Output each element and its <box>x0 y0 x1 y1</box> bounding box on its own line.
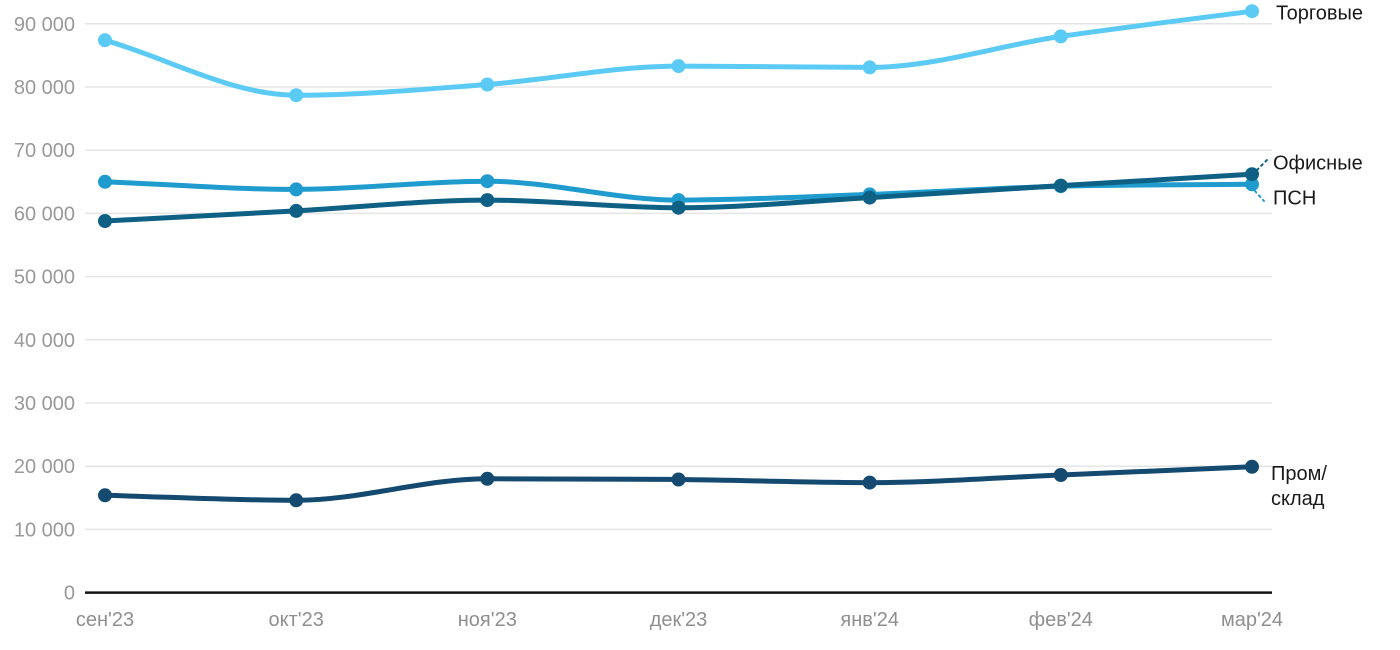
y-tick-label: 70 000 <box>14 140 75 162</box>
y-tick-label: 80 000 <box>14 77 75 99</box>
data-point-Офисные-ноя'23[interactable] <box>480 193 495 208</box>
data-point-Торговые-дек'23[interactable] <box>671 59 686 74</box>
data-point-Пром/склад-фев'24[interactable] <box>1053 468 1068 482</box>
data-point-Торговые-сен'23[interactable] <box>98 33 112 48</box>
y-tick-label: 60 000 <box>14 203 75 225</box>
data-point-ПСН-сен'23[interactable] <box>98 174 112 189</box>
x-tick-label: янв'24 <box>840 609 899 631</box>
data-point-Торговые-фев'24[interactable] <box>1053 29 1068 44</box>
series-label-psn: ПСН <box>1273 187 1317 210</box>
data-point-Офисные-фев'24[interactable] <box>1053 178 1068 193</box>
x-tick-label: мар'24 <box>1221 609 1283 631</box>
x-tick-label: окт'23 <box>269 609 324 631</box>
series-label-prom-sklad: Пром/ склад <box>1271 463 1327 510</box>
x-tick-label: фев'24 <box>1029 609 1093 631</box>
data-point-Офисные-окт'23[interactable] <box>289 203 304 218</box>
x-tick-label: ноя'23 <box>458 609 517 631</box>
series-label-ofisnye: Офисные <box>1273 152 1363 175</box>
data-point-Офисные-мар'24[interactable] <box>1245 167 1259 182</box>
data-point-Торговые-ноя'23[interactable] <box>480 77 495 92</box>
data-point-ПСН-окт'23[interactable] <box>289 182 304 197</box>
label-leader-line-ПСН <box>1254 190 1265 202</box>
y-tick-label: 0 <box>64 583 75 605</box>
y-tick-label: 30 000 <box>14 393 75 415</box>
y-tick-label: 50 000 <box>14 267 75 289</box>
y-tick-label: 10 000 <box>14 519 75 541</box>
data-point-Торговые-мар'24[interactable] <box>1245 4 1259 19</box>
data-point-Пром/склад-янв'24[interactable] <box>862 475 877 490</box>
data-point-Пром/склад-сен'23[interactable] <box>98 488 112 503</box>
data-point-ПСН-мар'24[interactable] <box>1245 177 1259 192</box>
y-tick-label: 40 000 <box>14 330 75 352</box>
data-point-Пром/склад-дек'23[interactable] <box>671 472 686 487</box>
y-tick-label: 20 000 <box>14 456 75 478</box>
x-tick-label: сен'23 <box>76 609 134 631</box>
x-tick-label: дек'23 <box>650 609 708 631</box>
label-leader-line-Офисные <box>1256 158 1269 171</box>
y-tick-label: 90 000 <box>14 14 75 36</box>
data-point-Офисные-янв'24[interactable] <box>862 190 877 205</box>
data-point-Пром/склад-ноя'23[interactable] <box>480 471 495 486</box>
data-point-Торговые-янв'24[interactable] <box>862 60 877 75</box>
series-label-torgovye: Торговые <box>1276 2 1364 25</box>
data-point-ПСН-ноя'23[interactable] <box>480 174 495 189</box>
data-point-Офисные-дек'23[interactable] <box>671 200 686 215</box>
data-point-Пром/склад-мар'24[interactable] <box>1245 459 1259 474</box>
data-point-Офисные-сен'23[interactable] <box>98 214 112 228</box>
data-point-Пром/склад-окт'23[interactable] <box>289 493 304 508</box>
data-point-Торговые-окт'23[interactable] <box>289 88 304 103</box>
